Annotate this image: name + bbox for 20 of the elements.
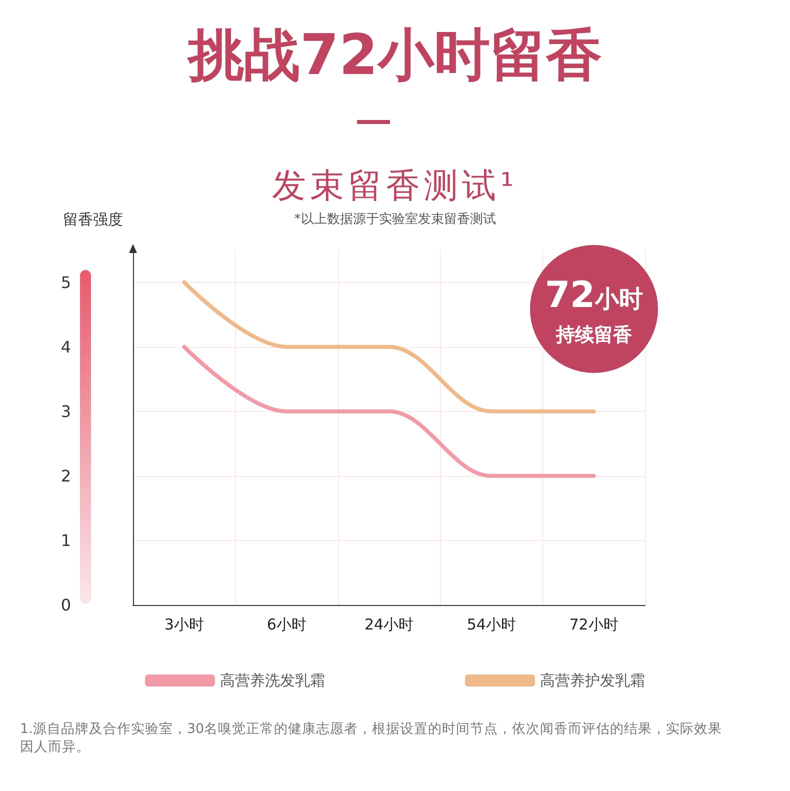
y-tick-label: 5 [60,272,71,292]
text: *以上数据源于实验室发束留香测试 [294,212,496,227]
y-tick-label: 2 [60,466,71,486]
legend-label: 高营养护发乳霜 [540,672,645,690]
y-tick-label: 3 [60,402,71,421]
x-tick-label: 54小时 [466,616,516,634]
x-tick-label: 72小时 [569,616,618,634]
x-tick-label: 3小时 [164,616,204,634]
annotation: 持续留香 [554,323,633,348]
x-tick-label: 24小时 [364,616,414,634]
annotation: 72小时 [544,275,644,316]
chart-subtitle: 发束留香测试¹ [271,165,519,208]
chart-title: 挑战72小时留香 [186,22,603,90]
y-tick-label: 0 [60,596,71,614]
y-tick-label: 1 [60,530,71,550]
y-tick-label: 4 [60,337,71,356]
legend-label: 高营养洗发乳霜 [220,672,325,690]
text: 1.源自品牌及合作实验室，30名嗅觉正常的健康志愿者，根据设置的时间节点，依次闻香而评估的结果，实际效果因人而异。 [20,720,724,756]
x-tick-label: 6小时 [266,616,306,634]
y-axis-title: 留香强度 [63,210,123,228]
